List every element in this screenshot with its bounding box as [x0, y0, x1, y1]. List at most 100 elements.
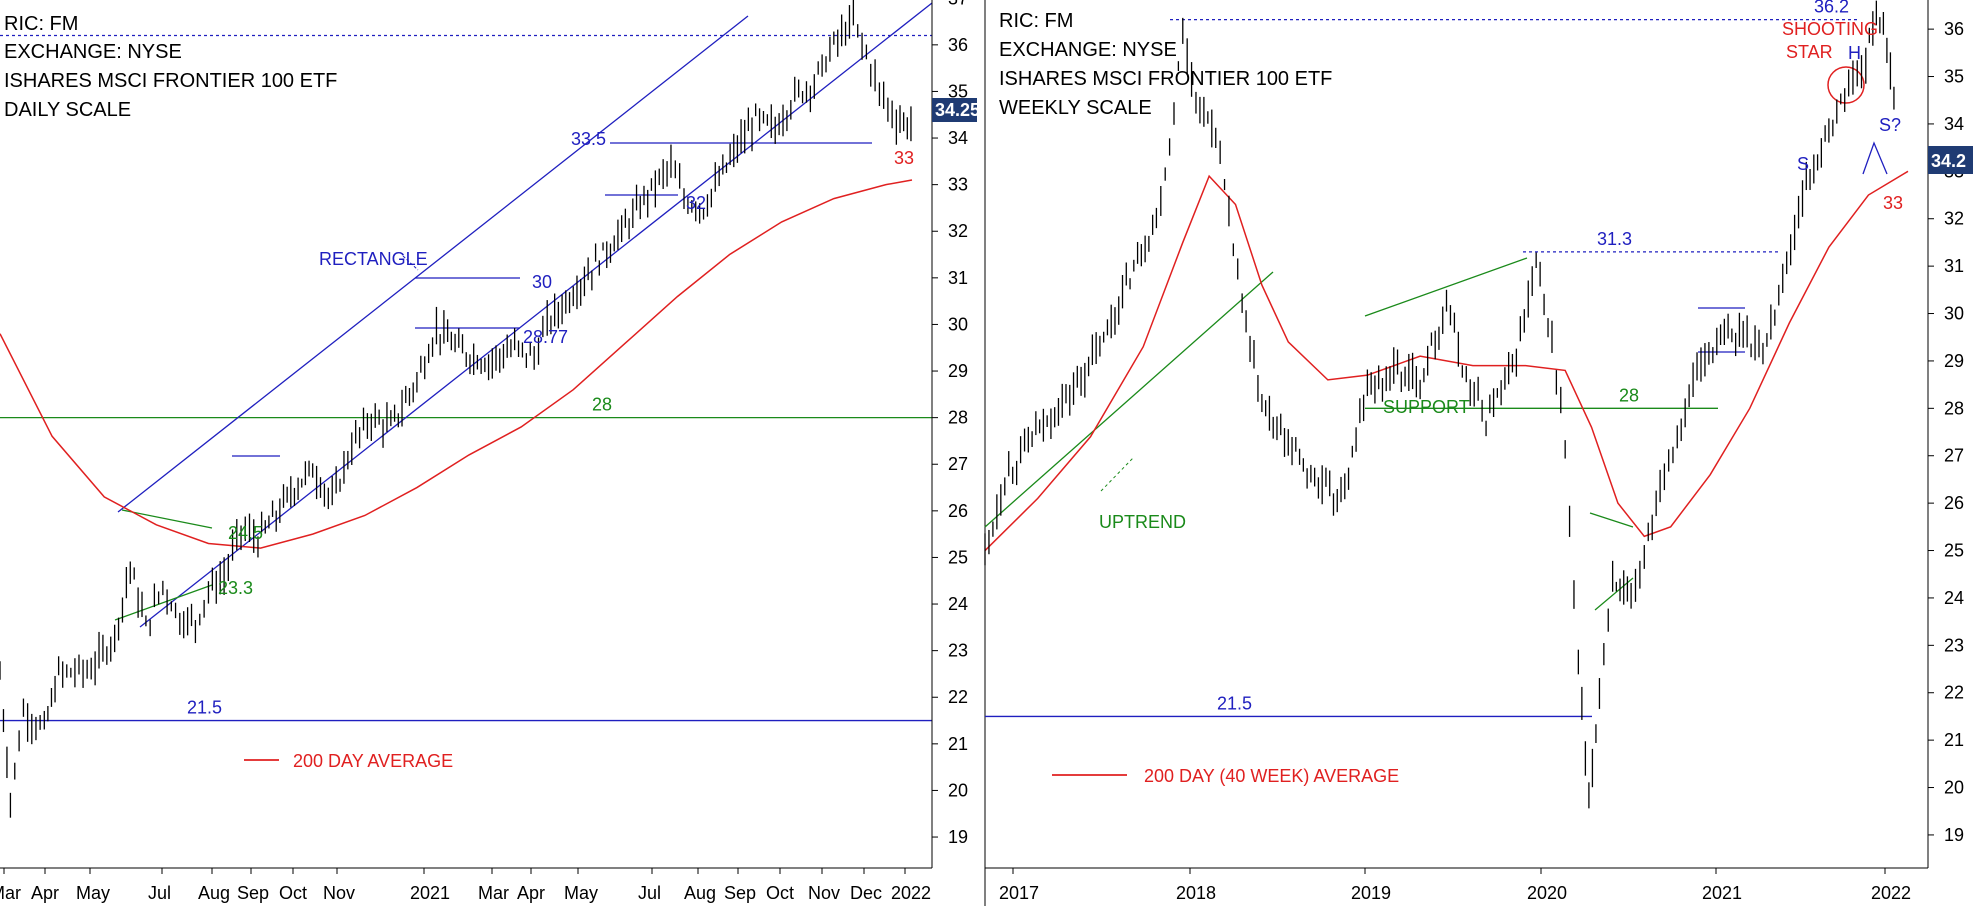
weekly-x-tick-label: 2017: [999, 883, 1039, 903]
daily-x-tick-label: Nov: [808, 883, 840, 903]
weekly-header: RIC: FM EXCHANGE: NYSE ISHARES MSCI FRON…: [999, 10, 1332, 119]
daily-x-tick-label: Mar: [478, 883, 509, 903]
weekly-level-label: 36.2: [1814, 0, 1849, 17]
upper-channel-line: [117, 15, 749, 513]
weekly-header-exchange: EXCHANGE: NYSE: [999, 39, 1177, 61]
weekly-price-bars: [984, 0, 1895, 809]
daily-y-tick-label: 23: [948, 641, 968, 661]
daily-y-tick-label: 31: [948, 268, 968, 288]
weekly-y-tick-label: 28: [1944, 398, 1964, 418]
weekly-y-tick-label: 35: [1944, 67, 1964, 87]
daily-x-tick-label: Jul: [148, 883, 171, 903]
uptrend-pointer: [1100, 457, 1134, 492]
weekly-legend-text: 200 DAY (40 WEEK) AVERAGE: [1144, 766, 1399, 786]
daily-y-tick-label: 29: [948, 361, 968, 381]
daily-annotations: 33.5 33 32 RECTANGLE 30 28.77 24.5 23.3: [218, 129, 914, 598]
weekly-level-label: 28: [1619, 385, 1639, 405]
flag-bottom-line: [1594, 577, 1634, 611]
daily-legend: 200 DAY AVERAGE: [244, 751, 453, 771]
shooting-star-circle: [1827, 66, 1865, 104]
daily-y-axis: 19 20 21 22 23 24 25 26 27 28 29 30 31 32 33 34 35 36 37: [931, 0, 968, 868]
daily-label-ma-33: 33: [894, 148, 914, 168]
weekly-label-shooting: SHOOTING: [1782, 19, 1878, 39]
weekly-200-day-average-line: [984, 170, 1909, 552]
daily-x-tick-label: 2022: [891, 883, 931, 903]
weekly-y-tick-label: 29: [1944, 351, 1964, 371]
flag-top-line: [1589, 512, 1634, 528]
weekly-y-tick-label: 32: [1944, 209, 1964, 229]
weekly-y-tick-label: 20: [1944, 778, 1964, 798]
weekly-label-left-shoulder: S: [1797, 154, 1809, 174]
weekly-y-tick-label: 22: [1944, 683, 1964, 703]
weekly-y-tick-label: 24: [1944, 588, 1964, 608]
daily-y-tick-label: 34: [948, 128, 968, 148]
daily-y-tick-label: 22: [948, 687, 968, 707]
weekly-last-price: 34.2: [1931, 151, 1966, 171]
daily-x-tick-label: Oct: [279, 883, 307, 903]
daily-header: RIC: FM EXCHANGE: NYSE ISHARES MSCI FRON…: [4, 13, 337, 121]
daily-y-tick-label: 36: [948, 35, 968, 55]
daily-x-tick-label: Jul: [638, 883, 661, 903]
weekly-y-tick-label: 27: [1944, 446, 1964, 466]
daily-header-name: ISHARES MSCI FRONTIER 100 ETF: [4, 70, 337, 92]
weekly-header-ric: RIC: FM: [999, 10, 1073, 32]
daily-y-tick-label: 28: [948, 408, 968, 428]
weekly-y-tick-label: 26: [1944, 493, 1964, 513]
weekly-header-scale: WEEKLY SCALE: [999, 97, 1152, 119]
daily-x-tick-label: Oct: [766, 883, 794, 903]
daily-y-tick-label: 24: [948, 594, 968, 614]
daily-label-30: 30: [532, 272, 552, 292]
weekly-x-tick-label: 2020: [1527, 883, 1567, 903]
daily-channel-lines: [114, 2, 933, 628]
daily-legend-text: 200 DAY AVERAGE: [293, 751, 453, 771]
triangle-top-line: [121, 509, 213, 529]
daily-y-tick-label: 30: [948, 314, 968, 334]
daily-label-28-77: 28.77: [523, 327, 568, 347]
daily-y-tick-label: 27: [948, 454, 968, 474]
daily-x-tick-label: Aug: [684, 883, 716, 903]
daily-y-tick-label: 19: [948, 827, 968, 847]
daily-x-tick-label: Aug: [198, 883, 230, 903]
lower-channel-line: [139, 2, 933, 628]
weekly-level-label: 21.5: [1217, 693, 1252, 713]
weekly-label-ma-33: 33: [1883, 193, 1903, 213]
daily-x-axis: Mar Apr May Jul Aug Sep Oct Nov 2021 Mar Apr May Jul…: [0, 867, 932, 903]
daily-last-price-tag: 34.25: [932, 98, 980, 122]
daily-x-tick-label: Nov: [323, 883, 355, 903]
weekly-x-tick-label: 2018: [1176, 883, 1216, 903]
daily-level-label: 28: [592, 395, 612, 415]
weekly-x-tick-label: 2021: [1702, 883, 1742, 903]
daily-header-ric: RIC: FM: [4, 13, 78, 35]
daily-label-24-5: 24.5: [228, 523, 263, 543]
weekly-y-tick-label: 23: [1944, 635, 1964, 655]
weekly-y-tick-label: 36: [1944, 19, 1964, 39]
weekly-legend: 200 DAY (40 WEEK) AVERAGE: [1052, 766, 1399, 786]
weekly-last-price-box: [1928, 146, 1973, 174]
daily-header-exchange: EXCHANGE: NYSE: [4, 41, 182, 63]
daily-x-tick-label: Sep: [237, 883, 269, 903]
daily-price-bars: [0, 0, 912, 818]
daily-x-tick-label: Apr: [31, 883, 59, 903]
daily-label-32: 32: [686, 193, 706, 213]
weekly-x-tick-label: 2022: [1871, 883, 1911, 903]
weekly-y-tick-label: 21: [1944, 730, 1964, 750]
weekly-x-tick-label: 2019: [1351, 883, 1391, 903]
daily-y-tick-label: 37: [948, 0, 968, 8]
rectangle-pointer: [402, 255, 419, 271]
daily-header-scale: DAILY SCALE: [4, 99, 131, 121]
uptrend-line: [984, 271, 1274, 528]
daily-label-33-5: 33.5: [571, 129, 606, 149]
daily-y-tick-label: 20: [948, 780, 968, 800]
daily-x-tick-label: Apr: [517, 883, 545, 903]
daily-x-tick-label: Sep: [724, 883, 756, 903]
daily-y-tick-label: 35: [948, 81, 968, 101]
weekly-y-axis: 1920212223242526272829303132333435363738…: [1927, 0, 1964, 868]
weekly-annotations: SHOOTING STAR H S S? 33 SUPPORT UPTREND: [1099, 19, 1903, 532]
daily-y-tick-label: 26: [948, 501, 968, 521]
weekly-y-tick-label: 34: [1944, 114, 1964, 134]
daily-x-tick-label: 2021: [410, 883, 450, 903]
weekly-y-tick-label: 19: [1944, 825, 1964, 845]
projected-right-shoulder: [1862, 141, 1888, 175]
daily-level-label: 21.5: [187, 698, 222, 718]
